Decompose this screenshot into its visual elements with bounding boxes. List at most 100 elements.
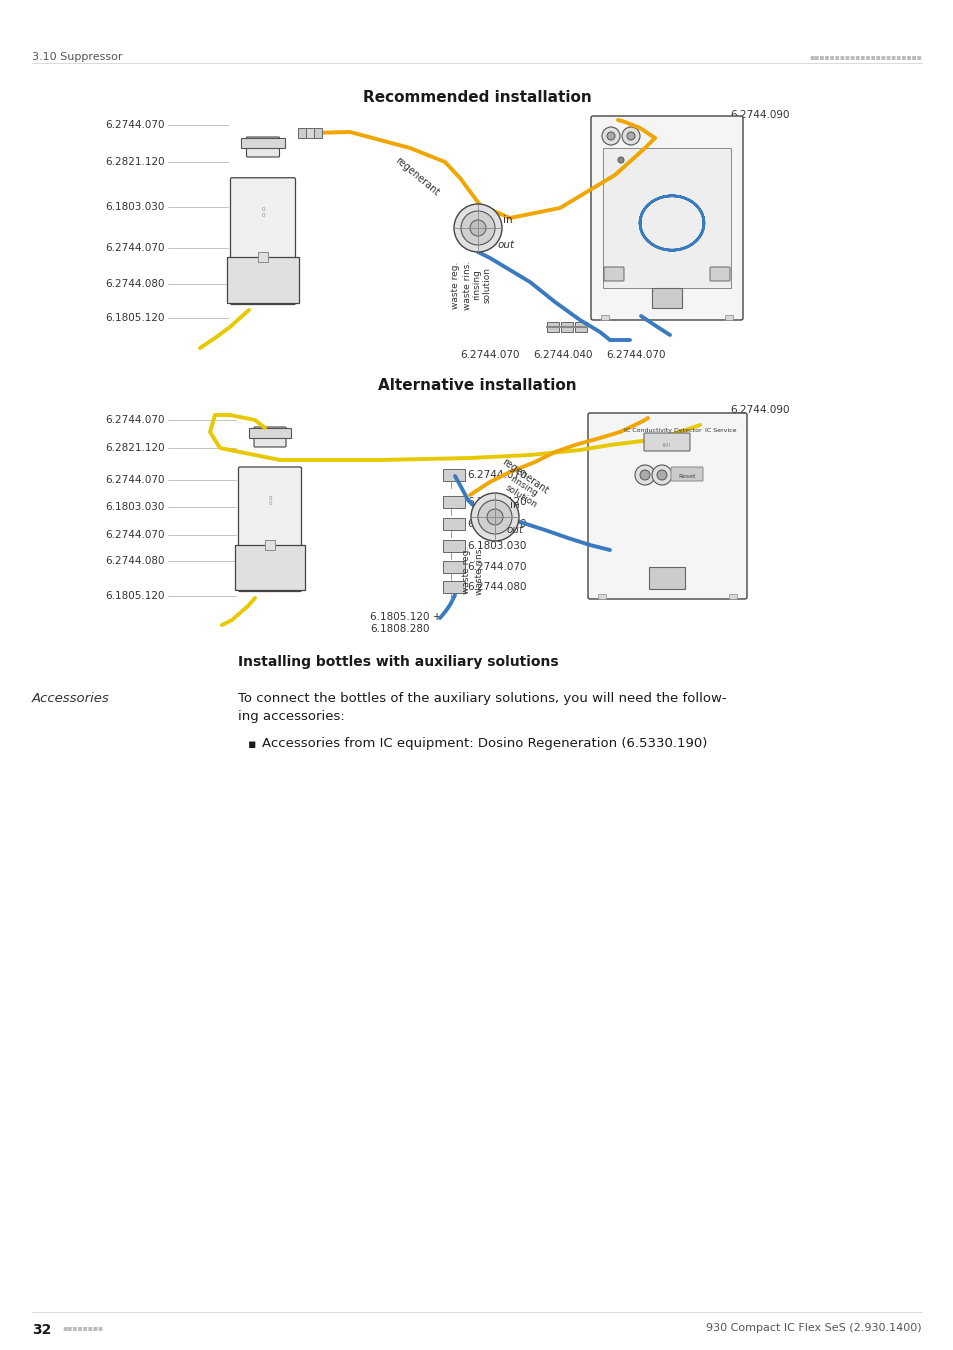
Text: 6.1805.120: 6.1805.120 bbox=[106, 591, 165, 601]
Text: 6.2821.120: 6.2821.120 bbox=[105, 157, 165, 167]
Text: 6.2744.040: 6.2744.040 bbox=[533, 350, 592, 360]
FancyBboxPatch shape bbox=[246, 136, 279, 157]
Text: regenerant: regenerant bbox=[499, 458, 550, 497]
Circle shape bbox=[651, 464, 671, 485]
Text: waste reg.: waste reg. bbox=[451, 262, 460, 309]
Bar bbox=[442, 540, 464, 552]
Text: 6.1803.030: 6.1803.030 bbox=[467, 541, 526, 551]
Circle shape bbox=[621, 127, 639, 144]
Text: 6.2744.070: 6.2744.070 bbox=[467, 518, 526, 529]
Text: IC Conductivity Detector: IC Conductivity Detector bbox=[623, 428, 700, 433]
Circle shape bbox=[614, 153, 627, 167]
FancyBboxPatch shape bbox=[238, 467, 301, 591]
Text: rinsing
solution: rinsing solution bbox=[472, 267, 491, 302]
Bar bbox=[257, 251, 268, 262]
Circle shape bbox=[601, 127, 619, 144]
Text: 6.2744.080: 6.2744.080 bbox=[106, 279, 165, 289]
Text: waste reg.: waste reg. bbox=[462, 547, 471, 594]
Text: 6.2744.070: 6.2744.070 bbox=[106, 531, 165, 540]
Bar bbox=[724, 315, 732, 320]
Bar bbox=[442, 580, 464, 593]
Bar bbox=[442, 468, 464, 481]
Bar bbox=[306, 128, 314, 138]
Text: 6.2744.070: 6.2744.070 bbox=[106, 475, 165, 485]
Text: 6.2744.070: 6.2744.070 bbox=[459, 350, 519, 360]
FancyBboxPatch shape bbox=[231, 178, 295, 305]
FancyBboxPatch shape bbox=[603, 267, 623, 281]
FancyBboxPatch shape bbox=[709, 267, 729, 281]
Text: 6.2821.120: 6.2821.120 bbox=[105, 443, 165, 454]
Bar bbox=[598, 594, 605, 599]
Bar bbox=[297, 128, 306, 138]
Bar bbox=[227, 256, 298, 302]
FancyBboxPatch shape bbox=[643, 433, 689, 451]
Text: 0
0: 0 0 bbox=[268, 495, 272, 506]
Bar bbox=[728, 594, 737, 599]
Text: ▪▪▪▪▪▪▪▪▪▪▪▪▪▪▪▪▪▪▪▪▪▪: ▪▪▪▪▪▪▪▪▪▪▪▪▪▪▪▪▪▪▪▪▪▪ bbox=[808, 53, 921, 61]
Text: out: out bbox=[506, 525, 523, 535]
Bar bbox=[442, 495, 464, 508]
Text: in: in bbox=[502, 215, 512, 225]
Text: 6.2744.070: 6.2744.070 bbox=[106, 414, 165, 425]
Bar bbox=[442, 562, 464, 572]
Circle shape bbox=[486, 509, 502, 525]
Circle shape bbox=[460, 211, 495, 244]
Bar bbox=[648, 567, 684, 589]
Bar bbox=[546, 323, 558, 332]
Text: ing accessories:: ing accessories: bbox=[237, 710, 344, 724]
Text: Alternative installation: Alternative installation bbox=[377, 378, 576, 393]
Text: Reset: Reset bbox=[678, 474, 695, 479]
FancyBboxPatch shape bbox=[253, 427, 286, 447]
Text: 6.2744.090: 6.2744.090 bbox=[729, 405, 789, 414]
Text: in: in bbox=[510, 500, 519, 510]
Text: 6.2744.070: 6.2744.070 bbox=[467, 470, 526, 481]
Circle shape bbox=[657, 470, 666, 481]
Text: 6.1805.120 +
6.1808.280: 6.1805.120 + 6.1808.280 bbox=[370, 612, 441, 633]
Text: out: out bbox=[497, 240, 515, 250]
Text: 6.2744.070: 6.2744.070 bbox=[467, 562, 526, 572]
Text: Recommended installation: Recommended installation bbox=[362, 90, 591, 105]
FancyBboxPatch shape bbox=[587, 413, 746, 599]
Text: rinsing
solution: rinsing solution bbox=[502, 474, 543, 509]
Text: ▪▪▪▪▪▪▪▪: ▪▪▪▪▪▪▪▪ bbox=[62, 1323, 103, 1332]
FancyBboxPatch shape bbox=[670, 467, 702, 481]
Text: 6.2744.070: 6.2744.070 bbox=[106, 120, 165, 130]
Text: 6.2744.080: 6.2744.080 bbox=[467, 582, 526, 593]
Text: 6.1803.030: 6.1803.030 bbox=[106, 202, 165, 212]
Bar bbox=[651, 288, 681, 308]
Circle shape bbox=[470, 220, 485, 236]
Text: Accessories from IC equipment: Dosino Regeneration (6.5330.190): Accessories from IC equipment: Dosino Re… bbox=[262, 737, 706, 751]
Text: waste rins.: waste rins. bbox=[463, 261, 472, 309]
Text: 6.1803.030: 6.1803.030 bbox=[106, 502, 165, 512]
Circle shape bbox=[606, 132, 615, 140]
Bar bbox=[265, 540, 274, 549]
Bar bbox=[249, 428, 291, 437]
Bar bbox=[314, 128, 322, 138]
Text: 6.2744.070: 6.2744.070 bbox=[106, 243, 165, 252]
Text: 0
0: 0 0 bbox=[261, 207, 265, 217]
Text: Accessories: Accessories bbox=[32, 693, 110, 705]
Bar bbox=[575, 323, 586, 332]
FancyBboxPatch shape bbox=[590, 116, 742, 320]
Circle shape bbox=[626, 132, 635, 140]
Text: 6.2744.070: 6.2744.070 bbox=[605, 350, 665, 360]
Text: IIIII: IIIII bbox=[662, 443, 670, 448]
Bar bbox=[600, 315, 608, 320]
Circle shape bbox=[471, 493, 518, 541]
Text: regenerant: regenerant bbox=[393, 155, 440, 197]
Text: 6.2821.120: 6.2821.120 bbox=[467, 497, 526, 508]
Text: 32: 32 bbox=[32, 1323, 51, 1336]
Bar bbox=[602, 148, 730, 288]
Text: 6.1805.120: 6.1805.120 bbox=[106, 313, 165, 323]
Text: waste rins.: waste rins. bbox=[475, 545, 484, 594]
Circle shape bbox=[477, 500, 512, 535]
Text: IC Service: IC Service bbox=[700, 428, 737, 433]
Bar bbox=[442, 518, 464, 531]
Circle shape bbox=[639, 470, 649, 481]
Bar bbox=[234, 544, 305, 590]
Circle shape bbox=[635, 464, 655, 485]
Text: Installing bottles with auxiliary solutions: Installing bottles with auxiliary soluti… bbox=[237, 655, 558, 670]
Circle shape bbox=[454, 204, 501, 252]
Text: To connect the bottles of the auxiliary solutions, you will need the follow-: To connect the bottles of the auxiliary … bbox=[237, 693, 726, 705]
Text: ▪: ▪ bbox=[248, 738, 256, 751]
